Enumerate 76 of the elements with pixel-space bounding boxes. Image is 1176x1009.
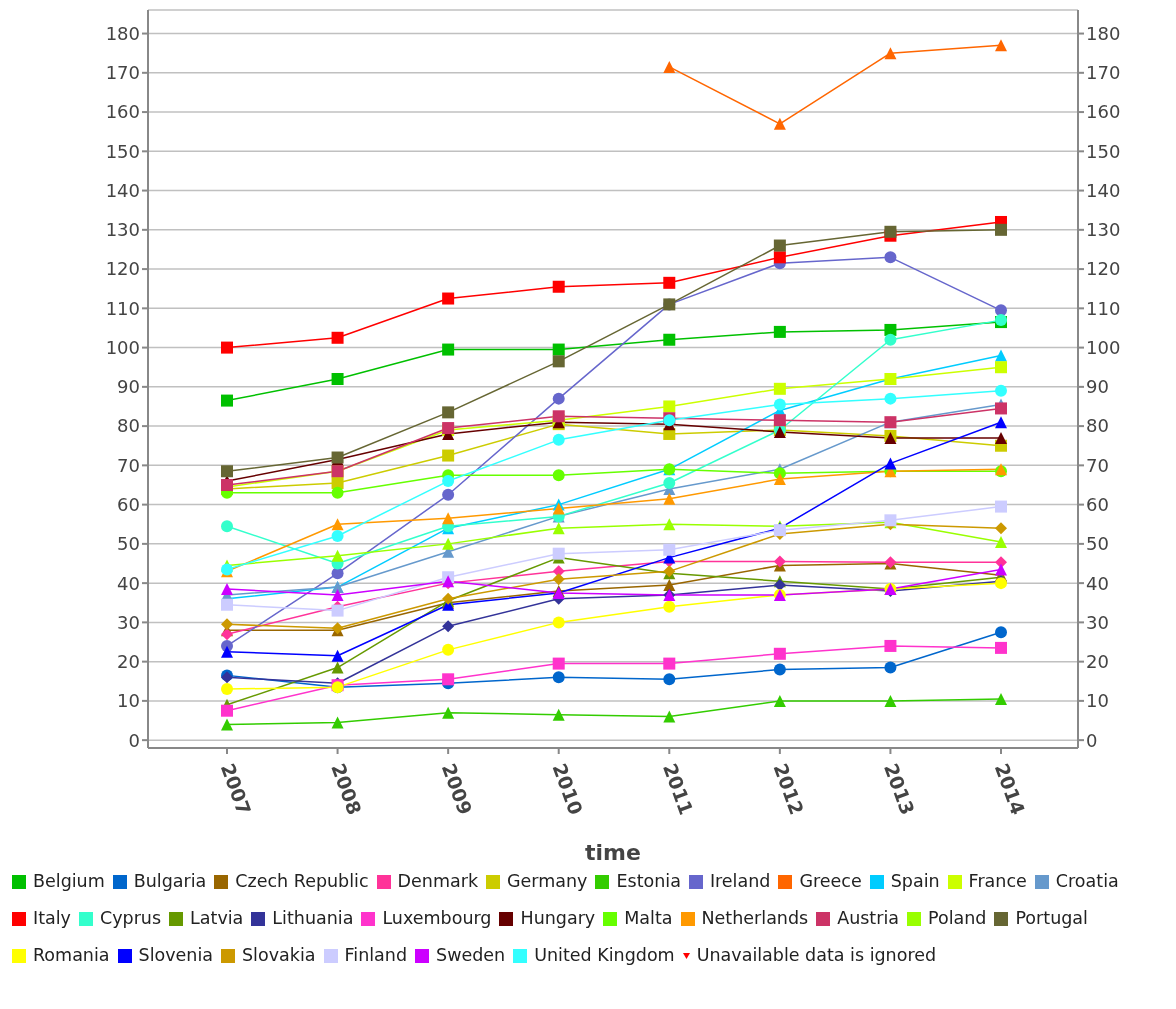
y-tick-label: 170 [105,62,140,84]
y-tick-label: 180 [105,22,140,44]
legend-label: Germany [507,870,588,893]
y-tick-label: 10 [117,690,140,712]
x-tick-label: 2013 [880,760,919,818]
y2-tick-label: 0 [1086,729,1098,751]
legend-label: Ireland [709,870,771,893]
legend-label: Italy [33,907,71,930]
x-tick-label: 2009 [437,760,477,818]
x-tick-label: 2012 [769,760,809,818]
y2-tick-label: 90 [1086,376,1109,398]
y2-tick-label: 140 [1086,179,1121,201]
y-tick-label: 130 [105,219,140,241]
y2-tick-label: 130 [1086,219,1121,241]
legend-label: Sweden [436,944,506,967]
y-tick-label: 0 [128,729,140,751]
y2-tick-label: 170 [1086,62,1121,84]
legend-label: Estonia [616,870,681,893]
y2-tick-label: 70 [1086,454,1109,476]
x-tick-label: 2008 [327,760,366,818]
y-tick-label: 60 [117,494,140,516]
legend-label: Romania [33,944,110,967]
legend-label: Spain [890,870,940,893]
legend-label: Bulgaria [133,870,207,893]
y2-tick-label: 150 [1086,140,1121,162]
x-tick-label: 2007 [216,760,256,818]
legend-label: Slovenia [138,944,214,967]
y2-tick-label: 110 [1086,297,1121,319]
legend-label: Czech Republic [235,870,369,893]
legend-label: Hungary [520,907,596,930]
legend-label: Belgium [33,870,105,893]
legend-label: Poland [928,907,987,930]
legend-label: Latvia [190,907,244,930]
legend-label: Luxembourg [382,907,492,930]
y2-tick-label: 60 [1086,494,1109,516]
legend-label: Lithuania [272,907,354,930]
y2-tick-label: 30 [1086,611,1109,633]
y-tick-label: 70 [117,454,140,476]
y-tick-label: 100 [105,336,140,358]
y-tick-label: 120 [105,258,140,280]
y-tick-label: 30 [117,611,140,633]
legend-label: Netherlands [701,907,809,930]
legend-label: Cyprus [99,907,162,930]
y2-tick-label: 80 [1086,415,1109,437]
legend-label: Greece [799,870,862,893]
y2-tick-label: 100 [1086,336,1121,358]
legend-label: Croatia [1055,870,1119,893]
y2-tick-label: 20 [1086,651,1109,673]
y-tick-label: 110 [105,297,140,319]
legend-label: Slovakia [242,944,316,967]
x-axis-title: time [585,840,641,865]
legend-label: Malta [624,907,673,930]
legend-label: Finland [344,944,408,967]
y-tick-label: 140 [105,179,140,201]
x-tick-label: 2010 [548,760,588,818]
y-tick-label: 150 [105,140,140,162]
text: Unavailable data is ignored [696,944,937,967]
legend-label: France [968,870,1027,893]
y2-tick-label: 120 [1086,258,1121,280]
y2-tick-label: 160 [1086,101,1121,123]
legend-label: United Kingdom [534,944,675,967]
y-tick-label: 20 [117,651,140,673]
y-tick-label: 50 [117,533,140,555]
y2-tick-label: 40 [1086,572,1109,594]
y-tick-label: 80 [117,415,140,437]
y2-tick-label: 180 [1086,22,1121,44]
legend-label: Austria [837,907,900,930]
y-tick-label: 40 [117,572,140,594]
y2-tick-label: 50 [1086,533,1109,555]
legend-label: Denmark [397,870,479,893]
x-tick-label: 2011 [658,760,698,818]
y-tick-label: 160 [105,101,140,123]
x-tick-label: 2014 [990,760,1030,818]
y-tick-label: 90 [117,376,140,398]
legend-label: Portugal [1015,907,1088,930]
y2-tick-label: 10 [1086,690,1109,712]
